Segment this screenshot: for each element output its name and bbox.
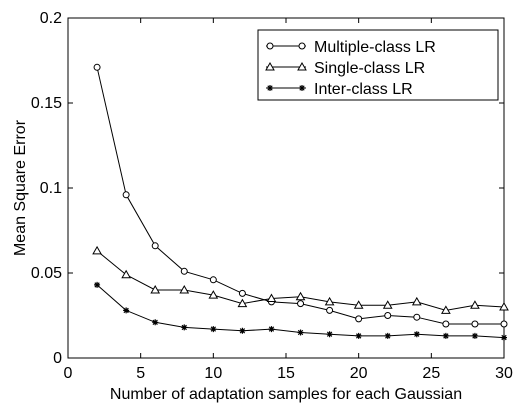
data-point-triangle <box>121 269 131 279</box>
data-point-triangle <box>411 296 422 306</box>
data-point-triangle <box>237 298 248 308</box>
data-point-star <box>326 331 333 338</box>
data-point-star <box>268 326 275 333</box>
y-tick-label: 0.05 <box>31 265 62 282</box>
data-point-star <box>94 281 101 288</box>
data-point-star <box>152 319 159 326</box>
data-point-circle <box>355 315 363 323</box>
data-point-circle <box>298 42 306 50</box>
data-point-triangle <box>265 61 275 71</box>
data-point-circle <box>122 191 130 199</box>
data-point-circle <box>238 289 246 297</box>
y-tick-label: 0 <box>53 350 62 367</box>
data-point-circle <box>266 42 274 50</box>
data-point-triangle <box>353 300 364 309</box>
data-point-triangle <box>297 61 307 71</box>
data-point-circle <box>151 242 159 250</box>
data-point-star <box>355 332 362 339</box>
data-point-star <box>299 85 305 91</box>
data-point-circle <box>326 306 334 314</box>
y-tick-label: 0.2 <box>40 10 62 27</box>
x-tick-label: 10 <box>204 365 222 382</box>
data-point-star <box>297 329 304 336</box>
y-tick-label: 0.15 <box>31 95 62 112</box>
x-tick-label: 20 <box>350 365 368 382</box>
data-point-star <box>471 332 478 339</box>
data-point-circle <box>442 320 450 328</box>
legend-label: Multiple-class LR <box>314 39 436 56</box>
data-point-star <box>239 327 246 334</box>
x-tick-label: 30 <box>495 365 513 382</box>
legend: Multiple-class LR Single-class LR Inter-cl… <box>257 29 499 101</box>
legend-label: Inter-class LR <box>314 81 413 98</box>
data-point-circle <box>413 313 421 321</box>
data-point-triangle <box>324 296 335 306</box>
data-point-triangle <box>295 291 306 301</box>
data-point-star <box>413 331 420 338</box>
x-axis-label: Number of adaptation samples for each Ga… <box>110 386 462 403</box>
data-point-star <box>384 332 391 339</box>
data-point-star <box>267 85 273 91</box>
data-point-triangle <box>92 245 102 255</box>
data-point-circle <box>180 267 188 275</box>
data-point-circle <box>297 300 305 308</box>
data-point-triangle <box>470 300 480 309</box>
data-point-circle <box>93 63 101 71</box>
data-point-star <box>501 334 507 341</box>
data-point-triangle <box>179 284 190 294</box>
data-point-triangle <box>499 301 509 311</box>
data-point-circle <box>500 320 508 328</box>
data-point-circle <box>384 312 392 319</box>
x-tick-label: 0 <box>64 365 73 382</box>
x-tick-label: 5 <box>136 365 145 382</box>
data-point-triangle <box>150 284 161 294</box>
data-point-circle <box>209 276 217 284</box>
legend-label: Single-class LR <box>314 60 425 77</box>
y-axis-label: Mean Square Error <box>12 119 29 256</box>
data-point-triangle <box>266 293 277 302</box>
data-series <box>92 63 509 341</box>
data-point-star <box>123 307 130 314</box>
data-point-star <box>210 326 217 333</box>
y-tick-label: 0.1 <box>40 180 62 197</box>
data-point-star <box>181 324 188 331</box>
data-point-triangle <box>441 305 451 314</box>
data-point-star <box>442 332 449 339</box>
x-tick-label: 15 <box>277 365 295 382</box>
data-point-triangle <box>382 300 393 309</box>
axis-ticks: 0 5 10 15 20 25 30 0 0.05 0.1 0.15 0.2 <box>31 10 513 382</box>
x-tick-label: 25 <box>422 365 440 382</box>
data-point-circle <box>471 320 479 328</box>
data-point-triangle <box>208 290 219 299</box>
